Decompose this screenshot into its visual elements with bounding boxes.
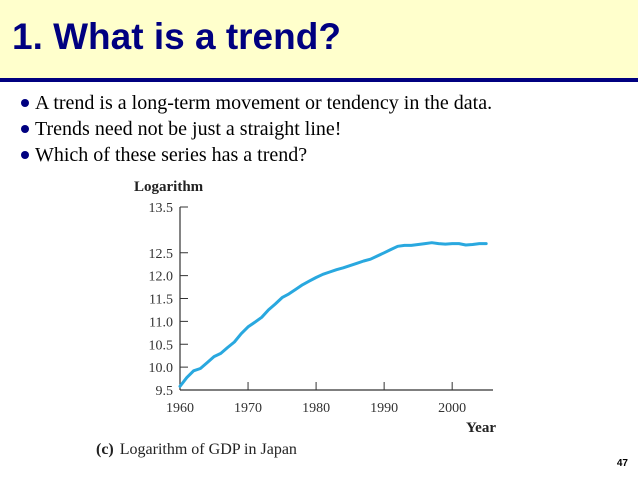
bullet-list: A trend is a long-term movement or tende… (18, 90, 492, 168)
y-tick-label: 11.0 (149, 315, 173, 330)
slide-title: 1. What is a trend? (12, 16, 341, 57)
bullet-dot-icon (21, 151, 29, 159)
title-underline (0, 78, 638, 82)
bullet-dot-icon (21, 125, 29, 133)
title-bar (0, 0, 638, 78)
x-tick-label: 1960 (166, 401, 194, 416)
bullet-item: Trends need not be just a straight line! (18, 116, 492, 142)
bullet-item: A trend is a long-term movement or tende… (18, 90, 492, 116)
y-tick-label: 10.5 (149, 338, 174, 353)
page-number: 47 (616, 458, 628, 469)
y-tick-label: 9.5 (156, 384, 174, 399)
y-tick-label: 11.5 (149, 293, 173, 308)
y-axis-label: Logarithm (134, 179, 204, 195)
caption-text: Logarithm of GDP in Japan (120, 441, 297, 458)
bullet-text: Trends need not be just a straight line! (35, 118, 342, 140)
chart-series (178, 241, 488, 388)
chart-axes (179, 207, 493, 391)
x-tick-label: 1970 (234, 401, 262, 416)
caption-prefix: (c) (96, 441, 114, 458)
bullet-text: A trend is a long-term movement or tende… (35, 92, 493, 114)
x-tick-label: 1990 (370, 401, 398, 416)
x-axis-label: Year (466, 420, 496, 436)
y-tick-label: 12.5 (149, 247, 174, 262)
gdp-series-line (178, 241, 488, 388)
bullet-text: Which of these series has a trend? (35, 144, 308, 166)
x-tick-label: 1980 (302, 401, 330, 416)
bullet-item: Which of these series has a trend? (18, 142, 492, 168)
chart-ticks: 9.5 10.0 10.5 11.0 11.5 12.0 12.5 13.5 1960 1970 1… (149, 201, 467, 416)
chart-caption: (c) Logarithm of GDP in Japan (96, 441, 297, 458)
y-tick-label: 10.0 (149, 361, 174, 376)
y-tick-label: 13.5 (149, 201, 174, 216)
x-tick-label: 2000 (438, 401, 466, 416)
y-tick-label: 12.0 (149, 270, 174, 285)
bullet-dot-icon (21, 99, 29, 107)
